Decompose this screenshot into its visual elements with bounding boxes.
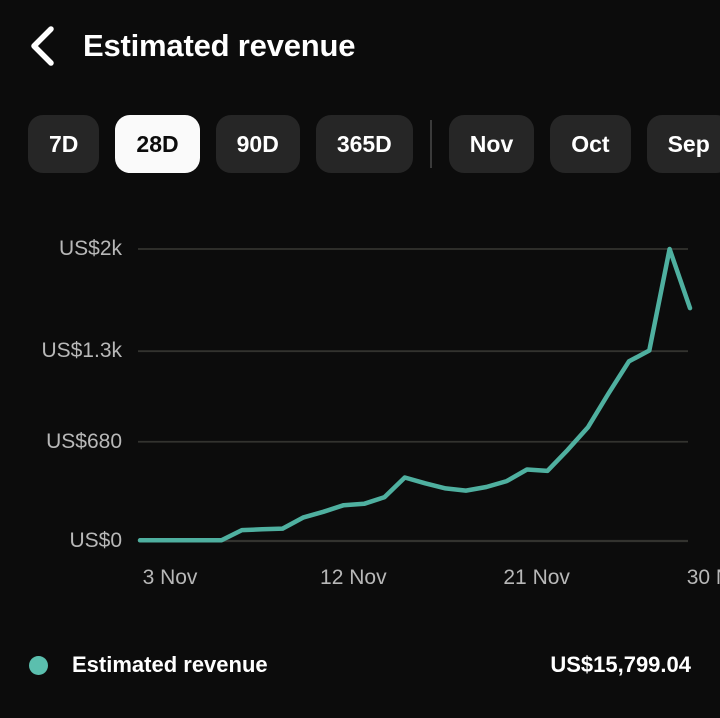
- chip-90d[interactable]: 90D: [215, 115, 300, 173]
- legend-label: Estimated revenue: [72, 652, 268, 677]
- x-axis-tick-label: 12 Nov: [320, 566, 387, 589]
- chip-nov[interactable]: Nov: [448, 115, 535, 173]
- y-axis-tick-label: US$2k: [58, 237, 122, 260]
- chart-y-axis: US$0 US$680 US$1.3k US$2k: [0, 200, 122, 610]
- chip-365d[interactable]: 365D: [315, 115, 413, 173]
- filter-group-divider: [429, 120, 432, 168]
- chip-sep-label: Sep: [667, 130, 710, 157]
- back-button[interactable]: [14, 18, 70, 74]
- page-header: Estimated revenue: [0, 0, 720, 92]
- x-axis-tick-label: 21 Nov: [503, 566, 570, 589]
- chip-oct-label: Oct: [571, 130, 610, 157]
- chevron-left-icon: [27, 24, 57, 68]
- chip-sep[interactable]: Sep: [646, 115, 720, 173]
- chart-plot: [137, 246, 693, 543]
- legend-total-value: US$15,799.04: [550, 652, 691, 677]
- chip-28d-label: 28D: [136, 130, 179, 157]
- chart-legend-row: Estimated revenue US$15,799.04: [0, 636, 720, 694]
- chart-x-axis: 3 Nov 12 Nov 21 Nov 30 Nov: [0, 200, 720, 610]
- y-axis-tick-label: US$0: [69, 529, 122, 552]
- chip-7d[interactable]: 7D: [28, 115, 100, 173]
- legend-color-dot: [29, 655, 48, 675]
- chip-365d-label: 365D: [336, 130, 392, 157]
- x-axis-tick-label: 3 Nov: [142, 566, 198, 589]
- revenue-line-path: [137, 246, 693, 543]
- y-axis-tick-label: US$1.3k: [41, 339, 122, 363]
- date-range-filter-bar[interactable]: 7D 28D 90D 365D Nov Oct Sep: [0, 114, 720, 174]
- chip-nov-label: Nov: [469, 130, 514, 157]
- y-axis-tick-label: US$680: [46, 429, 122, 453]
- chip-7d-label: 7D: [49, 130, 79, 157]
- x-axis-tick-label: 30 Nov: [686, 566, 720, 589]
- chip-28d[interactable]: 28D: [115, 115, 200, 173]
- chip-90d-label: 90D: [236, 130, 279, 157]
- page-title: Estimated revenue: [83, 28, 356, 63]
- chart-gridlines: [138, 248, 688, 543]
- chip-oct[interactable]: Oct: [550, 115, 631, 173]
- revenue-line-chart[interactable]: US$0 US$680 US$1.3k US$2k 3 Nov 12 Nov 21 Nov…: [0, 200, 720, 610]
